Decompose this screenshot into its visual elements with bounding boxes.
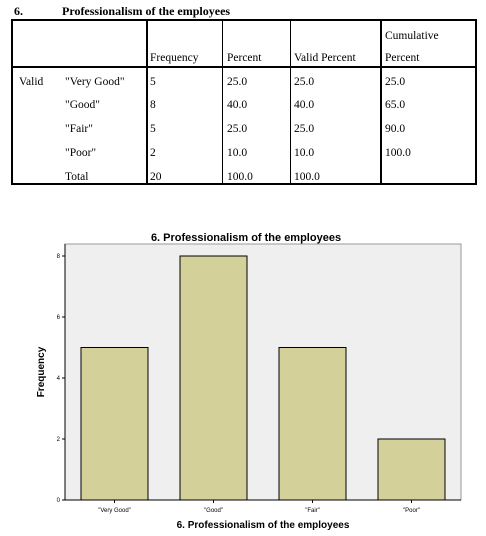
y-tick-label: 4 — [57, 376, 61, 382]
heading-number: 6. — [14, 4, 23, 18]
row-group-label: Valid — [19, 76, 44, 88]
bar-chart: 6. Professionalism of the employees 0 2 4 6… — [36, 232, 462, 531]
col-header-percent: Percent — [227, 52, 262, 64]
row-label: "Poor" — [65, 147, 97, 159]
x-tick-label: "Very Good" — [98, 508, 131, 514]
col-header-valid-percent: Valid Percent — [294, 52, 356, 64]
cell-cumulative-percent: 100.0 — [385, 147, 411, 159]
bar — [80, 347, 149, 501]
x-tick-label: "Poor" — [403, 508, 420, 514]
frequency-table: Frequency Percent Valid Percent Cumulati… — [11, 19, 477, 185]
cell-frequency: 2 — [150, 147, 156, 159]
cell-frequency: 5 — [150, 76, 156, 88]
cell-valid-percent: 40.0 — [294, 99, 315, 111]
cell-valid-percent: 25.0 — [294, 123, 315, 135]
cell-valid-percent: 100.0 — [294, 171, 320, 183]
row-label: Total — [65, 171, 89, 183]
x-axis-label: 6. Professionalism of the employees — [177, 520, 350, 531]
col-header-cumulative-percent: Percent — [385, 52, 420, 64]
y-tick-label: 8 — [57, 254, 61, 260]
x-tick-group: "Very Good" "Good" "Fair" "Poor" — [98, 500, 420, 514]
col-header-cumulative: Cumulative — [385, 30, 439, 42]
cell-frequency: 5 — [150, 123, 156, 135]
cell-cumulative-percent: 25.0 — [385, 76, 406, 88]
cell-cumulative-percent: 65.0 — [385, 99, 406, 111]
heading-title: Professionalism of the employees — [62, 4, 231, 18]
cell-valid-percent: 10.0 — [294, 147, 315, 159]
cell-percent: 25.0 — [227, 123, 248, 135]
bar-group — [80, 255, 446, 501]
cell-percent: 40.0 — [227, 99, 248, 111]
cell-frequency: 8 — [150, 99, 156, 111]
x-tick-label: "Fair" — [305, 508, 320, 514]
y-tick-label: 2 — [57, 437, 61, 443]
chart-title: 6. Professionalism of the employees — [151, 232, 341, 244]
cell-valid-percent: 25.0 — [294, 76, 315, 88]
cell-percent: 100.0 — [227, 171, 253, 183]
cell-percent: 10.0 — [227, 147, 248, 159]
row-label: "Good" — [65, 99, 100, 111]
y-axis-label: Frequency — [36, 346, 47, 397]
y-tick-group: 0 2 4 6 8 — [57, 254, 65, 504]
y-tick-label: 0 — [57, 498, 61, 504]
row-label: "Very Good" — [65, 76, 125, 88]
y-tick-label: 6 — [57, 315, 61, 321]
cell-frequency: 20 — [150, 171, 162, 183]
bar — [278, 347, 347, 501]
row-label: "Fair" — [65, 123, 93, 135]
cell-cumulative-percent: 90.0 — [385, 123, 406, 135]
cell-percent: 25.0 — [227, 76, 248, 88]
bar — [377, 438, 446, 501]
x-tick-label: "Good" — [204, 508, 223, 514]
bar — [179, 255, 248, 501]
col-header-frequency: Frequency — [150, 52, 199, 64]
